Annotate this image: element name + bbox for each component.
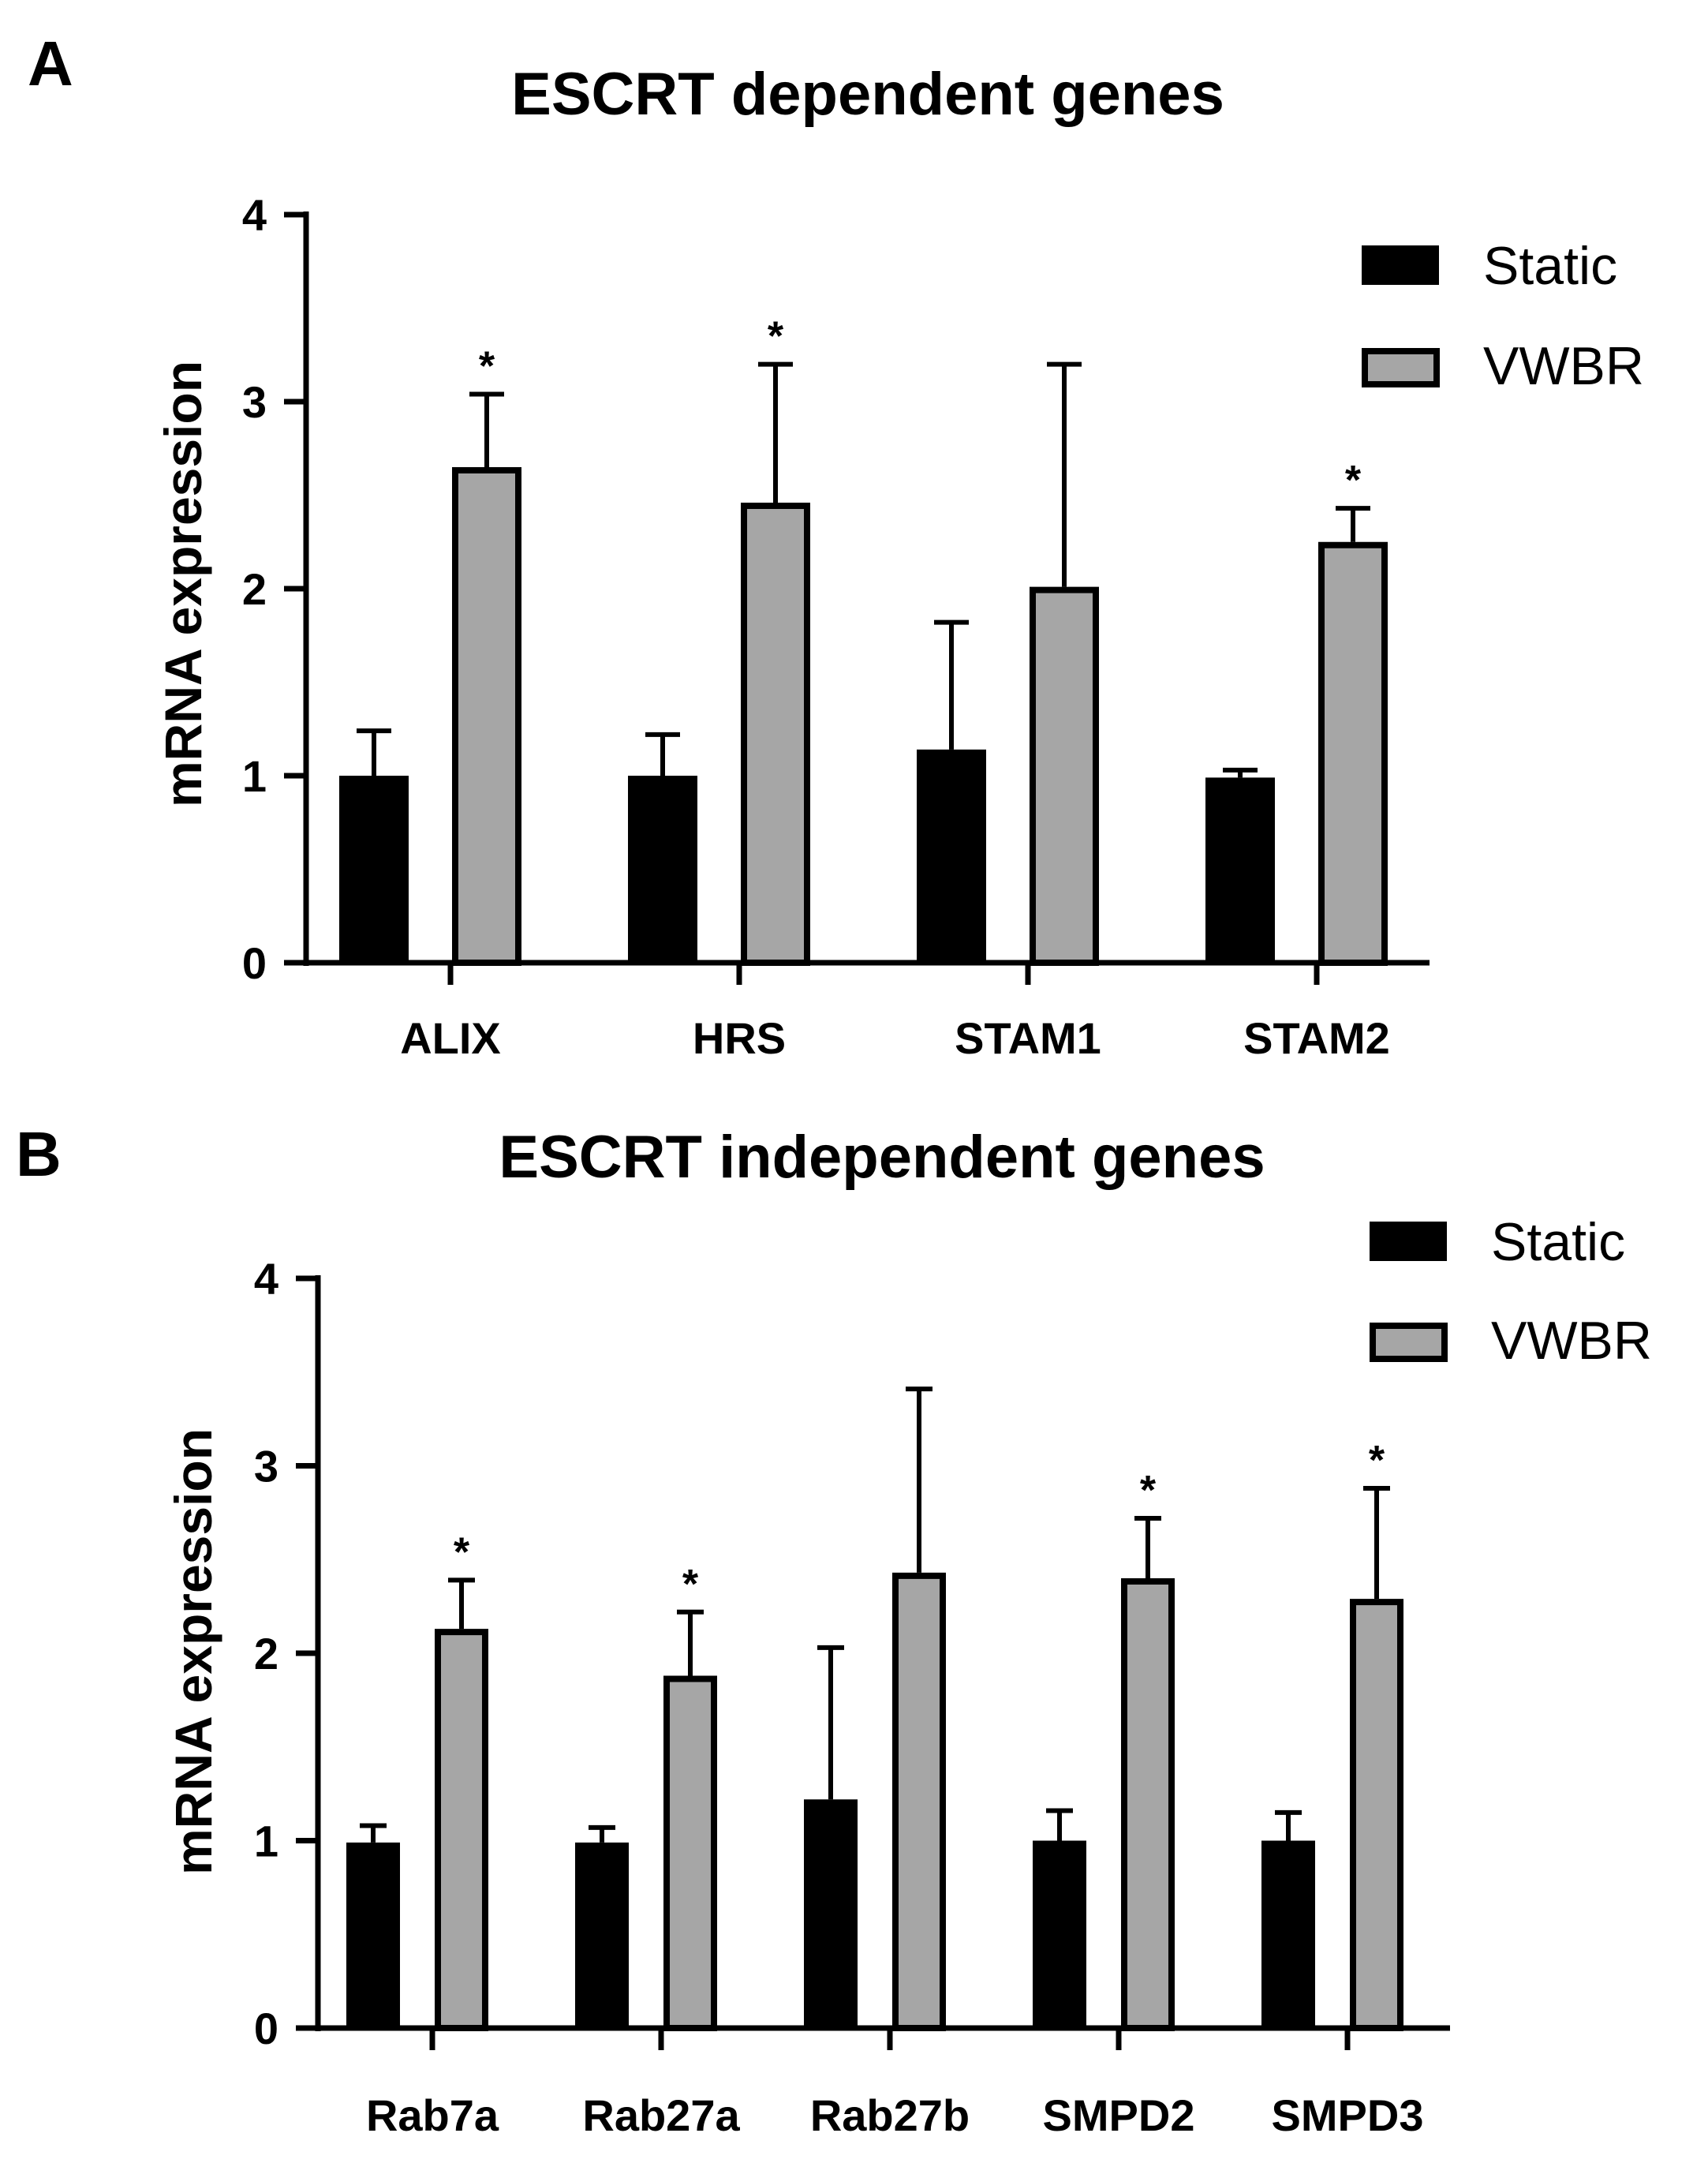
panel-a: A ESCRT dependent genes mRNA expression … — [28, 28, 1644, 1063]
panel-letter-b: B — [16, 1119, 62, 1189]
y-tick-label-a: 0 — [242, 938, 267, 988]
category-label-b: Rab27a — [582, 2090, 740, 2140]
legend-swatch-static-b — [1370, 1222, 1447, 1261]
chart-title-a: ESCRT dependent genes — [511, 61, 1224, 128]
category-label-a: STAM1 — [955, 1013, 1101, 1063]
significance-marker-b: * — [682, 1562, 699, 1607]
category-label-b: Rab27b — [810, 2090, 970, 2140]
y-tick-label-b: 3 — [254, 1442, 278, 1491]
bar-vwbr-b — [663, 1675, 717, 2031]
y-axis-label-a: mRNA expression — [154, 361, 212, 807]
significance-marker-b: * — [1369, 1438, 1385, 1484]
legend-b: Static VWBR — [1370, 1212, 1652, 1371]
plot-area-a: 0 1 2 3 4 ALIX * HRS * STAM1 STAM2 * — [242, 190, 1430, 1063]
bar-static-a — [339, 776, 409, 963]
y-tick-label-b: 4 — [254, 1254, 278, 1304]
category-label-a: STAM2 — [1243, 1013, 1390, 1063]
legend-swatch-vwbr-a — [1362, 348, 1440, 387]
bar-static-b — [1261, 1840, 1315, 2028]
y-tick-label-a: 4 — [242, 190, 267, 240]
bar-vwbr-b — [435, 1629, 488, 2031]
legend-swatch-static-a — [1362, 245, 1439, 285]
category-label-b: SMPD2 — [1043, 2090, 1195, 2140]
significance-marker-a: * — [479, 344, 495, 390]
panel-b: B ESCRT independent genes mRNA expressio… — [16, 1119, 1652, 2140]
y-tick-label-a: 2 — [242, 564, 267, 614]
bar-static-a — [1205, 777, 1275, 963]
bar-vwbr-b — [1350, 1599, 1403, 2031]
legend-label-static-b: Static — [1491, 1212, 1625, 1272]
panel-letter-a: A — [28, 28, 73, 99]
legend-label-static-a: Static — [1483, 236, 1617, 296]
bar-static-b — [804, 1799, 858, 2028]
bar-vwbr-a — [1318, 541, 1388, 966]
legend-label-vwbr-b: VWBR — [1491, 1311, 1652, 1371]
bar-vwbr-a — [452, 466, 521, 966]
bar-vwbr-b — [1121, 1578, 1175, 2031]
category-label-a: HRS — [693, 1013, 786, 1063]
category-label-a: ALIX — [400, 1013, 501, 1063]
legend-label-vwbr-a: VWBR — [1483, 336, 1644, 396]
bar-static-a — [628, 776, 697, 963]
chart-title-b: ESCRT independent genes — [499, 1124, 1265, 1191]
bar-static-a — [917, 749, 986, 963]
y-tick-label-b: 2 — [254, 1629, 278, 1678]
legend-swatch-vwbr-b — [1370, 1323, 1448, 1362]
bar-static-b — [346, 1842, 400, 2028]
plot-area-b: 0 1 2 3 4 Rab7a * Rab27a * Rab27b SMPD2 * SMPD3 * — [254, 1254, 1450, 2140]
bar-vwbr-a — [741, 502, 810, 966]
category-label-b: SMPD3 — [1272, 2090, 1424, 2140]
bar-static-b — [575, 1842, 629, 2028]
bar-vwbr-a — [1030, 586, 1099, 966]
y-tick-label-b: 0 — [254, 2004, 278, 2053]
significance-marker-b: * — [454, 1529, 470, 1575]
y-axis-label-b: mRNA expression — [164, 1428, 222, 1875]
significance-marker-a: * — [768, 314, 784, 360]
legend-a: Static VWBR — [1362, 236, 1644, 396]
bar-static-b — [1033, 1840, 1086, 2028]
significance-marker-a: * — [1345, 458, 1362, 503]
y-tick-label-b: 1 — [254, 1817, 278, 1866]
significance-marker-b: * — [1140, 1468, 1157, 1514]
category-label-b: Rab7a — [366, 2090, 499, 2140]
bar-vwbr-b — [892, 1572, 946, 2031]
y-tick-label-a: 1 — [242, 751, 267, 801]
y-tick-label-a: 3 — [242, 377, 267, 427]
